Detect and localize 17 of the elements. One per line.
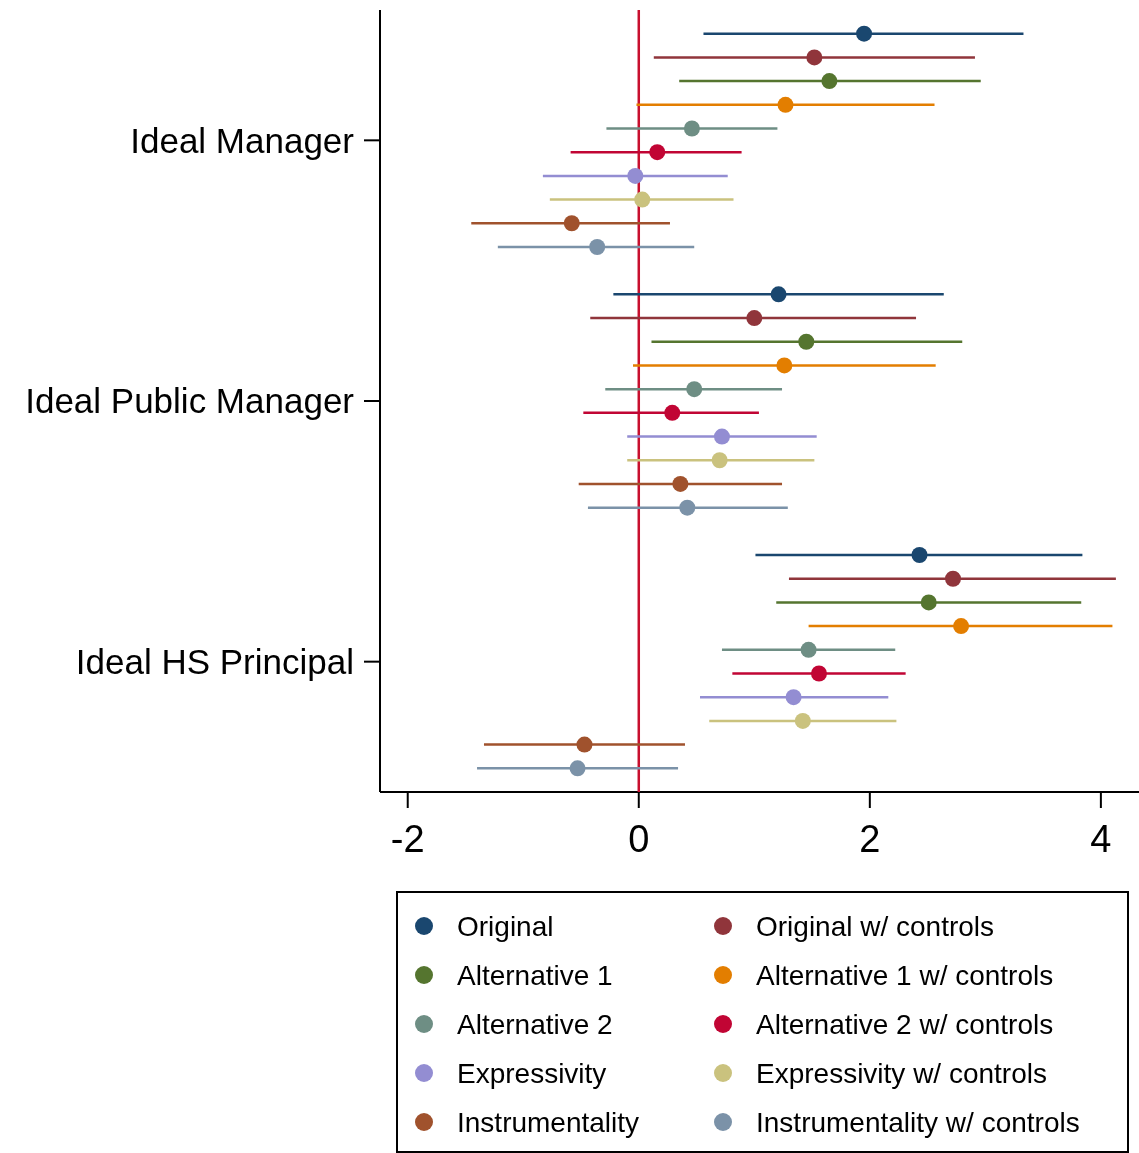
legend-label: Instrumentality (457, 1106, 640, 1138)
legend-label: Alternative 2 w/ controls (756, 1008, 1054, 1040)
x-tick-label: -2 (390, 818, 425, 860)
x-tick-label: 2 (859, 818, 881, 860)
legend-label: Original (457, 910, 554, 942)
legend-label: Alternative 1 w/ controls (756, 959, 1054, 991)
legend-label: Instrumentality w/ controls (756, 1106, 1080, 1138)
x-tick-label: 4 (1090, 818, 1112, 860)
y-tick-label: Ideal Public Manager (25, 381, 355, 421)
legend-label: Alternative 1 (457, 959, 613, 991)
legend-label: Alternative 2 (457, 1008, 613, 1040)
x-tick-label: 0 (628, 818, 650, 860)
legend-label: Expressivity (457, 1057, 607, 1089)
legend-label: Original w/ controls (756, 910, 995, 942)
y-tick-label: Ideal Manager (130, 120, 355, 160)
y-tick-label: Ideal HS Principal (75, 641, 354, 681)
legend-label: Expressivity w/ controls (756, 1057, 1047, 1089)
